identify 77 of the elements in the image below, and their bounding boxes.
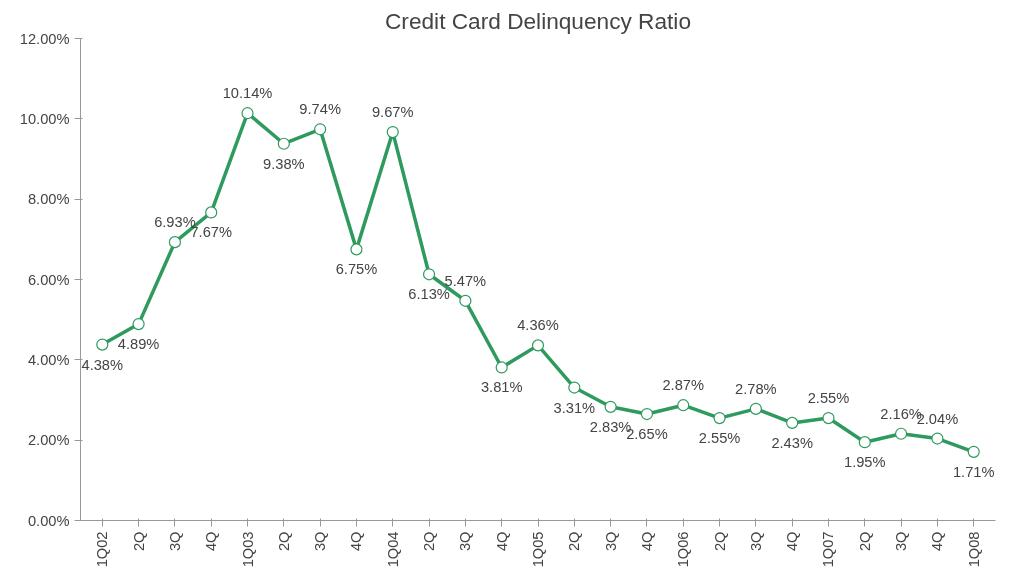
- y-tick-label: 12.00%: [19, 30, 70, 47]
- data-label: 9.74%: [299, 101, 341, 118]
- x-tick-label: 2Q: [130, 531, 147, 552]
- y-tick-label: 10.00%: [19, 110, 70, 127]
- data-label: 9.38%: [263, 155, 305, 172]
- data-label: 1.95%: [844, 454, 886, 471]
- x-tick-label: 1Q02: [94, 531, 111, 568]
- y-tick-label: 4.00%: [27, 351, 70, 368]
- point: [205, 206, 218, 219]
- y-tick-label: 6.00%: [27, 271, 70, 288]
- point: [386, 126, 399, 139]
- point: [568, 381, 581, 394]
- x-tick-label: 4Q: [929, 531, 946, 552]
- data-label: 5.47%: [444, 272, 487, 289]
- data-label: 10.14%: [222, 85, 273, 102]
- data-label: 6.75%: [335, 261, 378, 278]
- point: [459, 294, 472, 307]
- y-tick-label: 2.00%: [27, 432, 70, 449]
- x-tick-label: 3Q: [312, 531, 329, 552]
- y-tick-label: 0.00%: [27, 512, 70, 529]
- point: [495, 361, 508, 374]
- data-label: 4.36%: [517, 317, 559, 334]
- x-tick-label: 3Q: [166, 531, 183, 552]
- point: [713, 411, 726, 425]
- x-tick-label: 1Q06: [675, 531, 692, 568]
- point: [749, 402, 762, 415]
- point: [422, 268, 436, 281]
- x-tick-label: 4Q: [784, 531, 801, 552]
- point: [677, 399, 690, 412]
- point: [350, 243, 363, 256]
- x-tick-label: 4Q: [493, 531, 510, 552]
- y-tick-label: 8.00%: [27, 191, 70, 208]
- x-tick-label: 1Q05: [530, 531, 546, 568]
- point: [895, 427, 908, 440]
- x-tick-label: 3Q: [602, 531, 619, 552]
- point: [277, 137, 290, 150]
- point: [604, 400, 617, 413]
- data-label: 9.67%: [371, 104, 414, 121]
- point: [314, 123, 327, 136]
- x-tick-label: 4Q: [638, 531, 655, 552]
- x-tick-label: 4Q: [348, 531, 365, 552]
- point: [967, 445, 980, 458]
- point: [241, 107, 254, 120]
- data-label: 2.87%: [662, 377, 705, 394]
- x-tick-label: 4Q: [203, 531, 220, 552]
- x-tick-label: 1Q08: [965, 531, 982, 568]
- x-tick-label: 2Q: [711, 531, 728, 552]
- data-label: 1.71%: [952, 463, 995, 480]
- data-label: 2.55%: [807, 390, 850, 407]
- point: [786, 416, 799, 429]
- x-tick-label: 3Q: [747, 531, 764, 552]
- x-tick-label: 1Q07: [820, 531, 837, 568]
- x-tick-label: 2Q: [275, 531, 292, 552]
- data-label: 3.81%: [480, 379, 523, 396]
- point: [168, 236, 181, 249]
- x-tick-label: 2Q: [566, 531, 583, 552]
- point: [96, 338, 109, 351]
- x-tick-label: 2Q: [856, 531, 873, 552]
- point: [531, 339, 545, 352]
- data-label: 2.43%: [771, 434, 813, 451]
- chart-title: Credit Card Delinquency Ratio: [385, 7, 692, 34]
- point: [931, 432, 944, 445]
- x-tick-label: 2Q: [421, 531, 438, 552]
- data-label: 3.31%: [553, 399, 596, 416]
- data-label: 2.55%: [698, 430, 741, 447]
- point: [858, 436, 871, 449]
- data-label: 4.38%: [81, 356, 124, 373]
- x-tick-label: 1Q03: [239, 531, 256, 568]
- data-label: 6.13%: [408, 286, 450, 303]
- data-label: 4.89%: [117, 336, 160, 353]
- x-tick-label: 3Q: [893, 531, 910, 552]
- point: [640, 407, 654, 421]
- data-label: 2.78%: [735, 380, 777, 397]
- point: [132, 318, 145, 331]
- x-tick-label: 1Q04: [384, 531, 401, 568]
- x-tick-label: 3Q: [457, 531, 474, 552]
- point: [822, 411, 835, 425]
